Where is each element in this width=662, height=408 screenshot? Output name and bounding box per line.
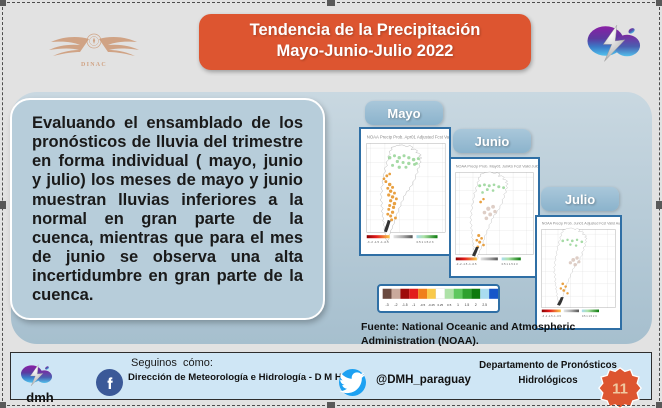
- svg-text:-0.25: -0.25: [428, 303, 435, 307]
- svg-text:2: 2: [475, 303, 477, 307]
- svg-text:-2: -2: [394, 303, 397, 307]
- svg-text:1: 1: [457, 303, 459, 307]
- svg-text:2.5: 2.5: [482, 303, 487, 307]
- svg-text:1.5: 1.5: [465, 303, 470, 307]
- svg-text:-0.5: -0.5: [420, 303, 426, 307]
- svg-text:NOAA Precip Prob. May01 Jul/A: NOAA Precip Prob. May01 Jul/AS Fcst Vali…: [456, 165, 538, 169]
- svg-text:-3 -2 -1.5 -1 -0.5: -3 -2 -1.5 -1 -0.5: [367, 240, 389, 244]
- svg-text:-3: -3: [385, 303, 388, 307]
- svg-text:0.25: 0.25: [437, 303, 443, 307]
- svg-text:NOAA Precip Prob. Apr01 Adjus: NOAA Precip Prob. Apr01 Adjusted Fcst Va…: [367, 135, 449, 140]
- svg-text:DINAC: DINAC: [81, 62, 107, 68]
- svg-text:NOAA Precip Prob. Jun01 Adjus: NOAA Precip Prob. Jun01 Adjusted Fcst Va…: [542, 222, 620, 226]
- svg-text:-3 -2 -1.5 -1 -0.5: -3 -2 -1.5 -1 -0.5: [542, 314, 562, 318]
- svg-text:-1.5: -1.5: [402, 303, 408, 307]
- svg-text:0.5 1 1.5 2 3: 0.5 1 1.5 2 3: [582, 314, 597, 318]
- svg-text:-1: -1: [412, 303, 415, 307]
- svg-text:11: 11: [612, 380, 628, 397]
- svg-text:0.5 1 1.5 2 3: 0.5 1 1.5 2 3: [502, 262, 518, 266]
- svg-text:0.5 1 1.5 2 3: 0.5 1 1.5 2 3: [416, 240, 433, 244]
- svg-text:-3 -2 -1.5 -1 -0.5: -3 -2 -1.5 -1 -0.5: [456, 262, 477, 266]
- svg-text:0.5: 0.5: [447, 303, 452, 307]
